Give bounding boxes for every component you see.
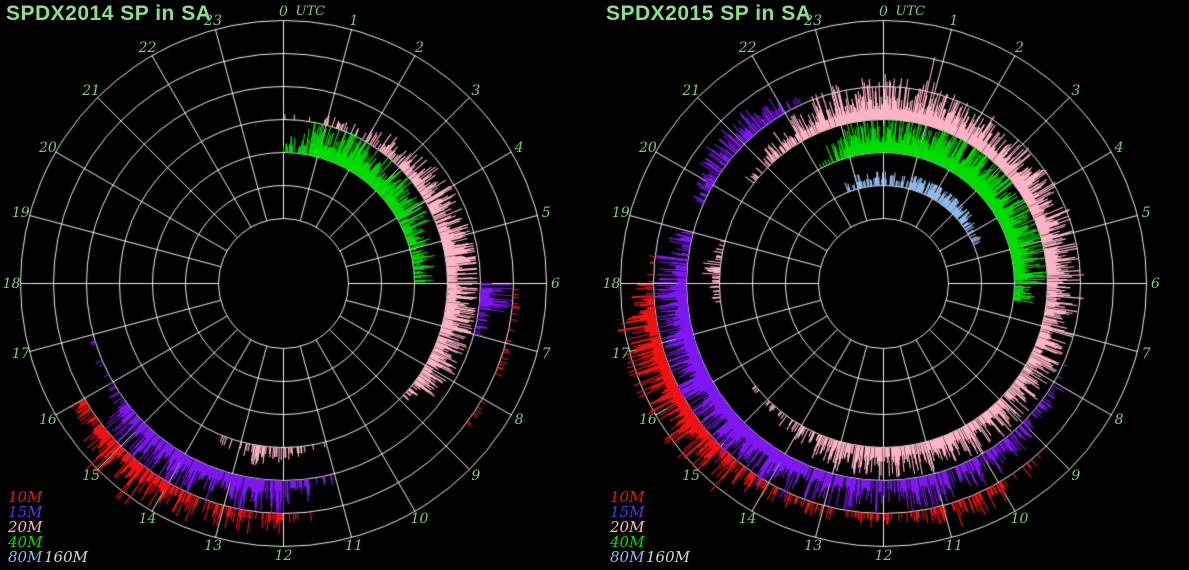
utc-axis-label: UTC <box>296 4 326 19</box>
hour-label-22: 22 <box>739 40 757 56</box>
hour-label-4: 4 <box>515 140 524 156</box>
hour-label-10: 10 <box>1011 511 1029 527</box>
hour-label-9: 9 <box>471 468 480 484</box>
hour-label-19: 19 <box>12 205 30 221</box>
hour-label-15: 15 <box>682 468 700 484</box>
hour-label-10: 10 <box>411 511 429 527</box>
legend-item-160M: 160M <box>646 548 690 566</box>
hour-label-14: 14 <box>739 511 757 527</box>
hour-label-4: 4 <box>1115 140 1124 156</box>
hour-label-8: 8 <box>1115 412 1124 428</box>
hour-label-6: 6 <box>1151 276 1160 292</box>
hour-label-13: 13 <box>204 538 222 554</box>
hour-label-1: 1 <box>949 13 958 29</box>
chart-title-2015: SPDX2015 SP in SA <box>606 2 811 26</box>
hour-label-23: 23 <box>804 13 822 29</box>
legend-item-160M: 160M <box>44 548 88 566</box>
hour-label-19: 19 <box>612 205 630 221</box>
hour-label-0: 0 <box>879 4 888 20</box>
hour-label-13: 13 <box>804 538 822 554</box>
hour-label-2: 2 <box>415 40 424 56</box>
hour-label-15: 15 <box>82 468 100 484</box>
hour-label-20: 20 <box>39 140 57 156</box>
hour-label-9: 9 <box>1071 468 1080 484</box>
hour-label-21: 21 <box>682 83 700 99</box>
hour-label-0: 0 <box>279 4 288 20</box>
hour-label-11: 11 <box>945 538 963 554</box>
hour-label-3: 3 <box>1071 83 1080 99</box>
utc-axis-label: UTC <box>896 4 926 19</box>
hour-label-7: 7 <box>542 346 551 362</box>
hour-label-12: 12 <box>875 548 893 564</box>
legend-item-80M: 80M <box>610 548 644 566</box>
chart-title-2014: SPDX2014 SP in SA <box>6 2 211 26</box>
hour-label-18: 18 <box>3 276 21 292</box>
hour-label-18: 18 <box>603 276 621 292</box>
hour-label-8: 8 <box>515 412 524 428</box>
hour-label-12: 12 <box>275 548 293 564</box>
legend-item-80M: 80M <box>8 548 42 566</box>
hour-label-5: 5 <box>1142 205 1151 221</box>
hour-label-23: 23 <box>204 13 222 29</box>
hour-label-17: 17 <box>612 346 630 362</box>
hour-label-17: 17 <box>12 346 30 362</box>
hour-label-3: 3 <box>471 83 480 99</box>
hour-label-16: 16 <box>39 412 57 428</box>
hour-label-1: 1 <box>349 13 358 29</box>
hour-label-11: 11 <box>345 538 363 554</box>
hour-label-14: 14 <box>139 511 157 527</box>
hour-label-7: 7 <box>1142 346 1151 362</box>
polar-charts-canvas <box>0 0 1189 570</box>
hour-label-20: 20 <box>639 140 657 156</box>
hour-label-5: 5 <box>542 205 551 221</box>
stage: SPDX2014 SP in SA SPDX2015 SP in SA 0123… <box>0 0 1189 570</box>
hour-label-16: 16 <box>639 412 657 428</box>
hour-label-22: 22 <box>139 40 157 56</box>
hour-label-2: 2 <box>1015 40 1024 56</box>
hour-label-21: 21 <box>82 83 100 99</box>
hour-label-6: 6 <box>551 276 560 292</box>
